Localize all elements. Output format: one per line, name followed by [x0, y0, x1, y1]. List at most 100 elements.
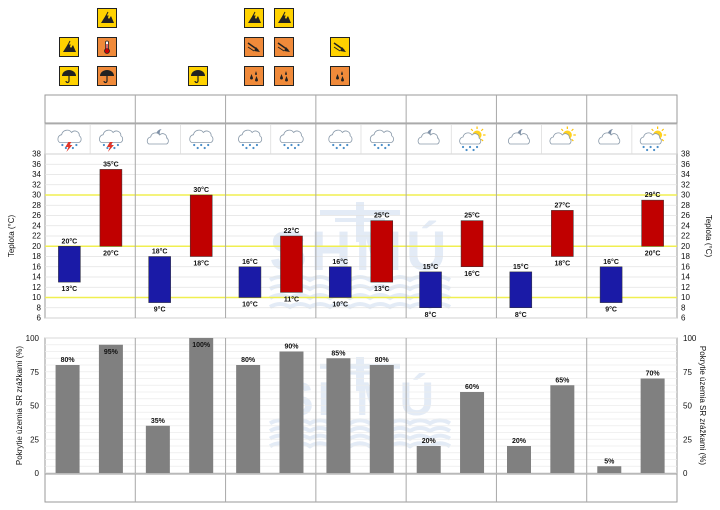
temp-tick-left: 34: [32, 170, 41, 179]
temp-label-bottom: 20°C: [645, 249, 661, 257]
temp-label-top: 30°C: [193, 186, 209, 194]
coverage-bar: [189, 338, 214, 473]
header-frame-top: [44, 94, 678, 124]
temp-tick-right: 24: [681, 221, 690, 230]
rain-icon: [243, 66, 264, 86]
temp-axis-label-right: Teplota (°C): [704, 215, 713, 258]
coverage-tick-left: 25: [30, 435, 39, 444]
coverage-bar: [236, 365, 261, 473]
coverage-label: 80%: [375, 357, 390, 364]
temp-label-top: 16°C: [242, 258, 258, 266]
coverage-label: 70%: [646, 371, 661, 378]
temp-label-top: 27°C: [555, 201, 571, 209]
coverage-tick-left: 0: [35, 469, 40, 478]
thunderstorm-icon: [99, 129, 123, 152]
temp-label-bottom: 18°C: [193, 260, 209, 268]
coverage-label: 80%: [61, 357, 76, 364]
temp-label-bottom: 9°C: [605, 306, 617, 314]
temp-tick-left: 36: [32, 160, 41, 169]
coverage-label: 20%: [512, 438, 527, 445]
thunderstorm-icon: [57, 129, 82, 152]
temp-label-bottom: 18°C: [555, 260, 571, 268]
temp-tick-right: 6: [681, 314, 686, 323]
wind-icon: [243, 37, 264, 57]
temp-label-bottom: 11°C: [284, 295, 299, 303]
temp-label-top: 25°C: [374, 212, 390, 220]
temp-axis-label-left: Teplota (°C): [7, 215, 16, 258]
temp-tick-left: 16: [32, 262, 41, 271]
temp-tick-left: 24: [32, 221, 41, 230]
min-temp-bar: [328, 266, 352, 298]
temp-label-bottom: 13°C: [62, 285, 78, 293]
coverage-label: 90%: [284, 344, 299, 351]
temp-tick-right: 26: [681, 211, 690, 220]
min-temp-bar: [148, 256, 171, 303]
temp-tick-right: 38: [681, 150, 690, 159]
min-temp-bar: [599, 266, 623, 303]
temp-label-bottom: 8°C: [425, 311, 437, 319]
temp-label-top: 16°C: [332, 258, 348, 266]
sun-cloud-icon: [549, 126, 576, 145]
max-temp-bar: [189, 194, 213, 257]
min-temp-bar: [58, 246, 81, 283]
max-temp-bar: [280, 235, 303, 293]
temp-tick-left: 22: [32, 232, 41, 241]
coverage-label: 80%: [241, 357, 256, 364]
min-temp-bar: [509, 271, 533, 308]
coverage-tick-right: 100: [683, 334, 697, 343]
temp-tick-left: 8: [37, 303, 42, 312]
rain-cloud-icon: [369, 129, 394, 150]
temp-tick-left: 32: [32, 180, 41, 189]
temp-label-top: 16°C: [603, 258, 619, 266]
coverage-label: 60%: [465, 384, 480, 391]
temp-label-bottom: 13°C: [374, 285, 390, 293]
night-partly-cloudy-icon: [146, 129, 169, 145]
temp-tick-right: 16: [681, 262, 690, 271]
coverage-tick-left: 100: [26, 334, 40, 343]
min-temp-bar: [238, 266, 262, 298]
coverage-label: 35%: [151, 418, 166, 425]
temp-tick-left: 12: [32, 283, 41, 292]
temp-label-top: 20°C: [62, 237, 78, 245]
temp-tick-right: 14: [681, 273, 690, 282]
coverage-label: 65%: [555, 377, 570, 384]
rain-cloud-icon: [238, 129, 263, 150]
temp-tick-left: 26: [32, 211, 41, 220]
coverage-bar: [597, 466, 622, 473]
temp-tick-right: 20: [681, 242, 690, 251]
coverage-label: 5%: [604, 458, 615, 465]
temp-tick-right: 22: [681, 232, 690, 241]
temp-label-bottom: 20°C: [103, 249, 119, 257]
coverage-bar: [279, 351, 304, 473]
temp-tick-right: 28: [681, 201, 690, 210]
temp-tick-left: 28: [32, 201, 41, 210]
temp-label-bottom: 8°C: [515, 311, 527, 319]
coverage-bar: [640, 378, 665, 473]
temp-label-top: 25°C: [464, 212, 480, 220]
sun-rain-icon: [459, 126, 486, 152]
temp-label-bottom: 9°C: [154, 306, 166, 314]
coverage-bar: [550, 385, 575, 473]
max-temp-bar: [460, 220, 484, 267]
coverage-axis-label-left: Pokrytie územia SR zrážkami (%): [15, 346, 24, 465]
max-temp-bar: [641, 199, 664, 247]
coverage-tick-left: 75: [30, 368, 39, 377]
temp-label-bottom: 16°C: [464, 270, 480, 278]
temp-label-top: 35°C: [103, 160, 119, 168]
umbrella-icon: [97, 66, 118, 86]
rain-icon: [330, 66, 351, 86]
wind-icon: [330, 37, 351, 57]
umbrella-icon: [59, 66, 80, 86]
temp-label-top: 29°C: [645, 191, 661, 199]
coverage-bar: [416, 446, 441, 473]
temp-label-bottom: 10°C: [242, 301, 258, 309]
rain-cloud-icon: [328, 129, 353, 150]
umbrella-icon: [187, 66, 208, 86]
wind-icon: [273, 37, 294, 57]
max-temp-bar: [551, 210, 574, 257]
coverage-tick-right: 25: [683, 435, 692, 444]
temp-label-top: 15°C: [513, 263, 529, 271]
coverage-axis-label-right: Pokrytie územia SR zrážkami (%): [698, 346, 707, 465]
max-temp-bar: [370, 220, 394, 283]
